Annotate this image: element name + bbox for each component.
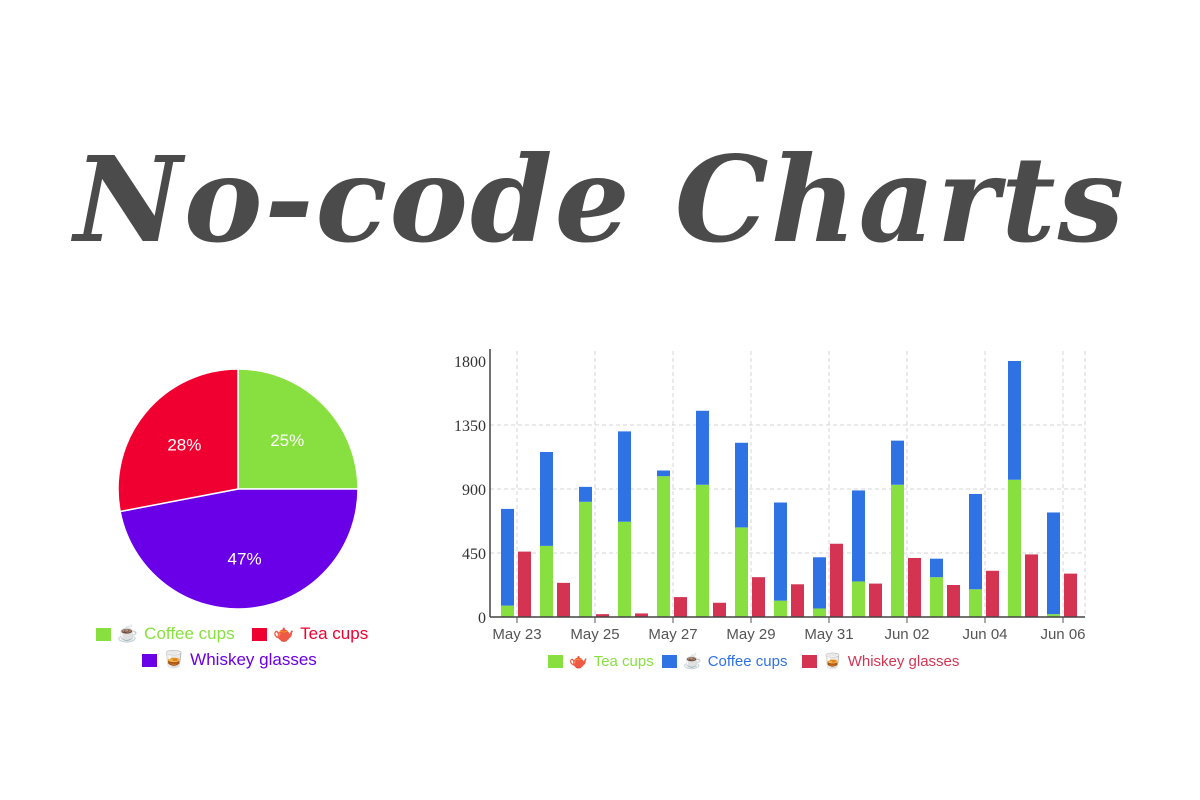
bar-coffee-cups (774, 502, 787, 601)
pie-slice-tea-cups (117, 368, 239, 513)
x-tick-label: May 29 (726, 626, 775, 643)
bar-whiskey-glasses (674, 597, 687, 617)
legend-label: Whiskey glasses (190, 650, 317, 669)
legend-icon: ☕ (117, 624, 139, 643)
bar-whiskey-glasses (752, 577, 765, 617)
x-tick-label: Jun 04 (962, 626, 1007, 643)
legend-item-whiskey-glasses[interactable]: 🥃 Whiskey glasses (802, 652, 959, 670)
bar-whiskey-glasses (635, 613, 648, 617)
bar-coffee-cups (891, 440, 904, 485)
bar-tea-cups (540, 545, 553, 617)
bar-whiskey-glasses (791, 584, 804, 617)
legend-icon: 🫖 (569, 653, 588, 670)
legend-icon: 🫖 (273, 624, 295, 643)
legend-label: Tea cups (300, 624, 369, 643)
bar-whiskey-glasses (908, 557, 921, 617)
bar-whiskey-glasses (947, 585, 960, 617)
bar-tea-cups (618, 521, 631, 617)
legend-swatch (802, 654, 817, 668)
y-tick-label: 1800 (454, 354, 486, 371)
bar-tea-cups (1008, 479, 1021, 617)
bar-tea-cups (501, 605, 514, 617)
legend-swatch (662, 654, 677, 668)
bar-coffee-cups (1008, 361, 1021, 480)
legend-item-tea-cups[interactable]: 🫖 Tea cups (548, 652, 654, 670)
bar-coffee-cups (657, 470, 670, 477)
bar-coffee-cups (1047, 512, 1060, 615)
pie-label: 25% (270, 431, 304, 450)
page-title: No-code Charts (73, 130, 1127, 269)
bar-tea-cups (813, 608, 826, 617)
y-tick-label: 0 (478, 610, 486, 627)
legend-label: Coffee cups (144, 624, 235, 643)
bar-whiskey-glasses (1064, 573, 1077, 617)
bar-coffee-cups (930, 558, 943, 578)
bar-tea-cups (696, 484, 709, 617)
bar-coffee-cups (735, 442, 748, 528)
bar-coffee-cups (696, 410, 709, 485)
pie-slice-whiskey-glasses (119, 488, 359, 610)
legend-label: Coffee cups (707, 652, 788, 670)
y-tick-label: 1350 (454, 418, 486, 435)
bar-coffee-cups (618, 431, 631, 522)
legend-swatch (548, 654, 563, 668)
bar-whiskey-glasses (518, 551, 531, 617)
legend-label: Whiskey glasses (847, 652, 960, 670)
legend-swatch (142, 653, 157, 667)
bar-whiskey-glasses (1025, 554, 1038, 617)
bar-coffee-cups (969, 493, 982, 590)
legend-swatch (252, 627, 267, 641)
legend-item-coffee-cups[interactable]: ☕ Coffee cups (662, 652, 787, 670)
bar-tea-cups (930, 577, 943, 617)
bar-coffee-cups (540, 452, 553, 546)
bar-tea-cups (969, 589, 982, 617)
bar-coffee-cups (852, 490, 865, 582)
x-tick-label: May 25 (570, 626, 619, 643)
legend-item-whiskey-glasses[interactable]: 🥃 Whiskey glasses (142, 650, 317, 670)
x-tick-label: May 23 (492, 626, 541, 643)
bar-tea-cups (1047, 614, 1060, 617)
y-tick-label: 900 (462, 482, 486, 499)
bar-whiskey-glasses (986, 570, 999, 617)
legend-swatch (96, 627, 111, 641)
bar-tea-cups (735, 527, 748, 617)
legend-item-tea-cups[interactable]: 🫖 Tea cups (252, 624, 368, 644)
bar-whiskey-glasses (557, 582, 570, 617)
bar-tea-cups (657, 476, 670, 617)
pie-slice-coffee-cups (237, 368, 359, 490)
x-tick-label: May 27 (648, 626, 697, 643)
bar-tea-cups (852, 581, 865, 617)
bar-whiskey-glasses (869, 583, 882, 617)
legend-label: Tea cups (593, 652, 654, 670)
x-tick-label: May 31 (804, 626, 853, 643)
bar-coffee-cups (501, 508, 514, 606)
legend-icon: 🥃 (823, 653, 842, 670)
pie-label: 47% (228, 549, 262, 568)
legend-icon: 🥃 (163, 650, 185, 669)
bar-tea-cups (579, 501, 592, 617)
pie-label: 28% (167, 436, 201, 455)
bar-tea-cups (891, 484, 904, 617)
x-tick-label: Jun 06 (1040, 626, 1085, 643)
bar-whiskey-glasses (830, 543, 843, 617)
y-tick-label: 450 (462, 546, 486, 563)
bar-coffee-cups (579, 486, 592, 502)
bar-whiskey-glasses (713, 602, 726, 617)
legend-item-coffee-cups[interactable]: ☕ Coffee cups (96, 624, 235, 644)
bar-tea-cups (774, 600, 787, 617)
bar-coffee-cups (813, 557, 826, 609)
bar-whiskey-glasses (596, 614, 609, 617)
x-tick-label: Jun 02 (884, 626, 929, 643)
legend-icon: ☕ (683, 653, 702, 670)
